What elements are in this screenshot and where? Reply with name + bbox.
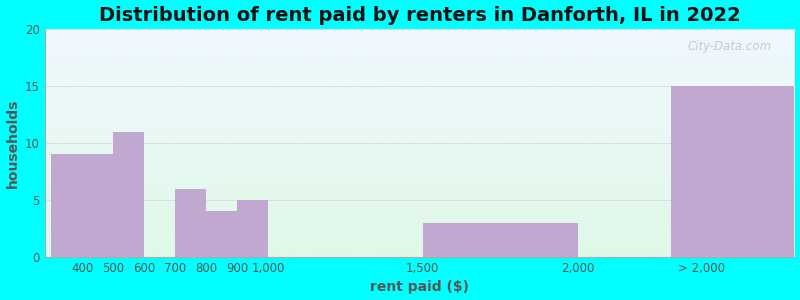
- Bar: [670, 86, 794, 257]
- Bar: [175, 189, 206, 257]
- Bar: [51, 154, 113, 257]
- Y-axis label: households: households: [6, 98, 19, 188]
- Bar: [113, 132, 144, 257]
- X-axis label: rent paid ($): rent paid ($): [370, 280, 469, 294]
- Bar: [237, 200, 268, 257]
- Title: Distribution of rent paid by renters in Danforth, IL in 2022: Distribution of rent paid by renters in …: [98, 6, 741, 25]
- Text: City-Data.com: City-Data.com: [688, 40, 772, 53]
- Bar: [206, 212, 237, 257]
- Bar: [422, 223, 578, 257]
